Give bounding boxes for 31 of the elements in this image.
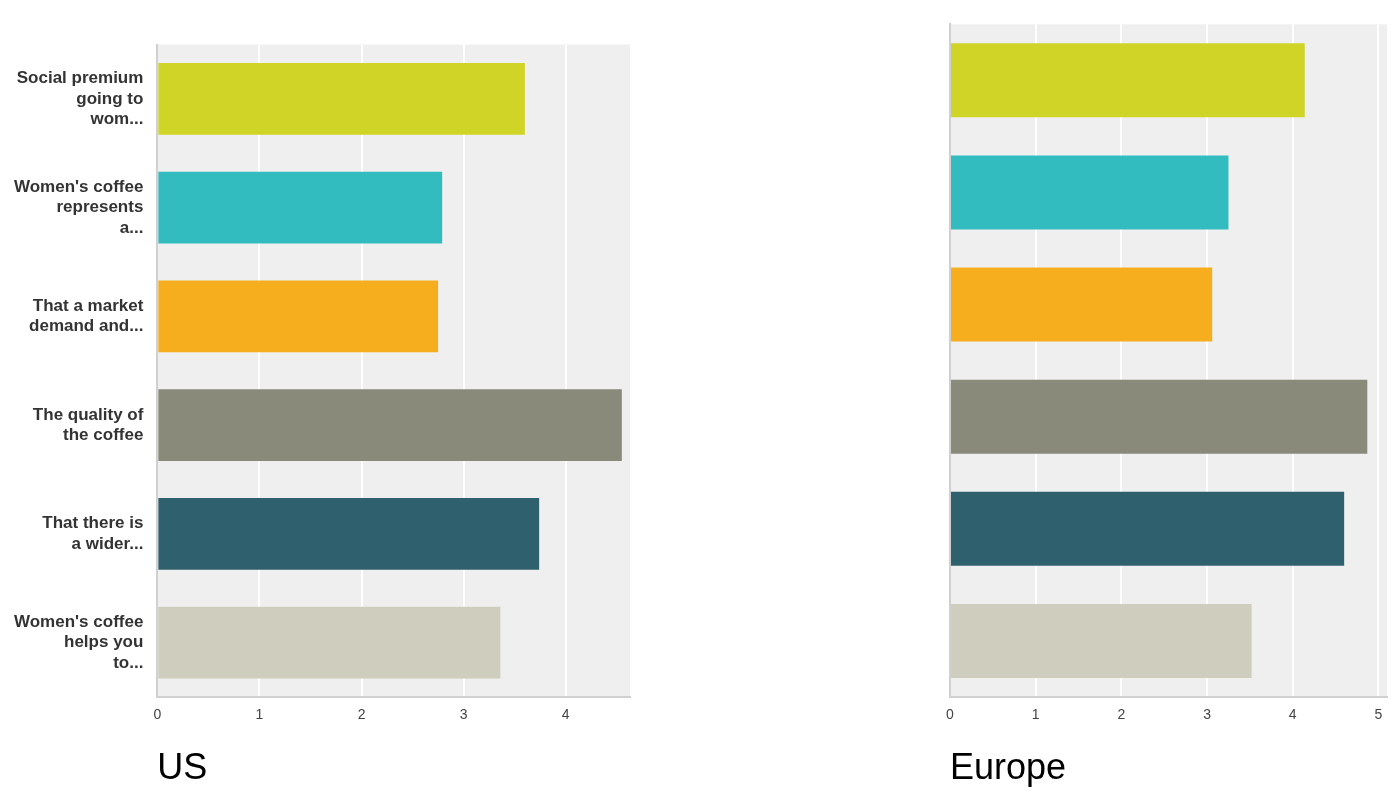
x-tick-label: 3: [459, 706, 468, 723]
x-tick-label: 2: [1117, 706, 1126, 723]
y-tick-label: That a market demand and...: [29, 295, 144, 336]
bar: [951, 267, 1213, 342]
bar: [951, 43, 1305, 118]
x-tick-label: 1: [255, 706, 264, 723]
y-tick-label: Social premium going to wom...: [16, 68, 144, 129]
bar: [158, 171, 443, 244]
bar: [158, 389, 622, 462]
bar: [951, 379, 1368, 454]
bar: [158, 280, 439, 353]
x-tick-label: 0: [946, 706, 955, 723]
x-axis-title: US: [157, 746, 208, 788]
y-tick-label: The quality of the coffee: [32, 404, 144, 445]
x-tick-label: 4: [1288, 706, 1297, 723]
bar: [951, 155, 1229, 230]
x-tick-label: 3: [1203, 706, 1212, 723]
y-tick-label: Women's coffee helps you to...: [13, 611, 144, 672]
y-tick-label: That there is a wider...: [42, 513, 144, 553]
x-tick-label: 0: [153, 706, 162, 723]
x-tick-label: 5: [1374, 706, 1383, 723]
x-tick-label: 1: [1031, 706, 1040, 723]
bar: [158, 498, 540, 570]
x-axis-title: Europe: [950, 746, 1067, 788]
bar: [158, 606, 501, 679]
y-tick-label: Women's coffee represents a...: [13, 176, 144, 237]
bar: [951, 491, 1345, 566]
x-tick-label: 4: [561, 706, 570, 723]
bar: [158, 63, 525, 135]
bar: [951, 603, 1252, 678]
x-tick-label: 2: [357, 706, 366, 723]
